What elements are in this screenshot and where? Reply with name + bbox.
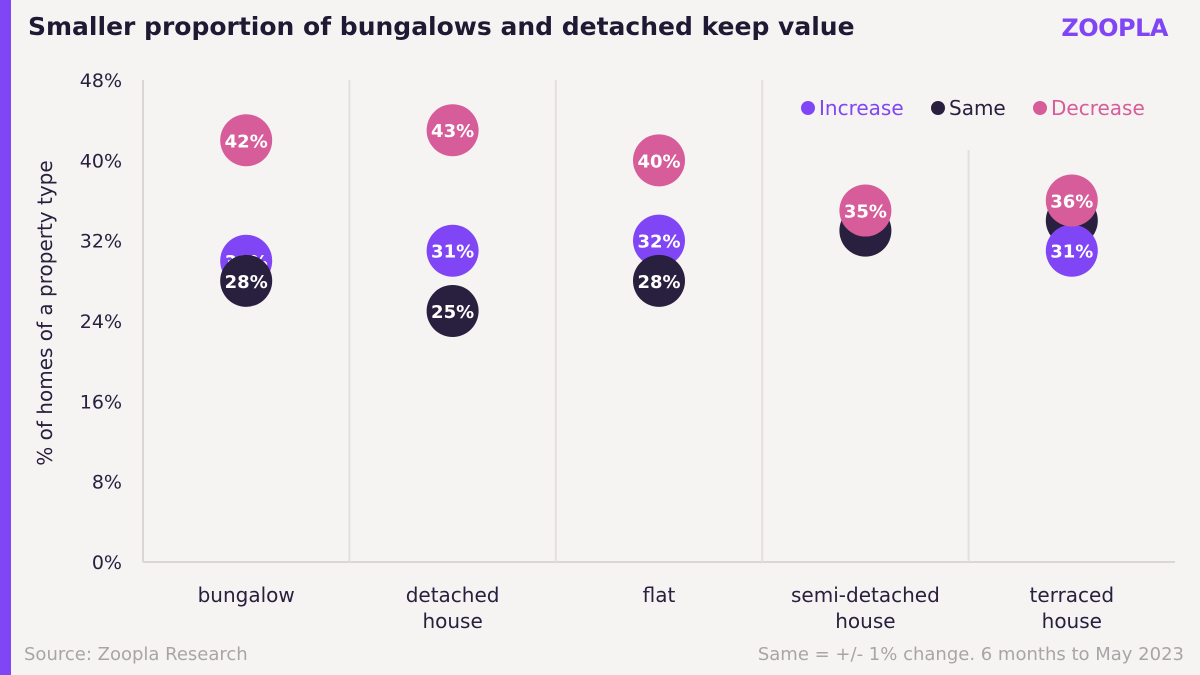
- same-data-label: 28%: [637, 272, 680, 293]
- category-label: house: [1042, 609, 1102, 633]
- same-data-label: 25%: [431, 302, 474, 323]
- decrease-data-label: 36%: [1050, 192, 1093, 213]
- legend-marker: [931, 101, 945, 115]
- decrease-data-label: 43%: [431, 121, 474, 142]
- decrease-data-label: 40%: [637, 151, 680, 172]
- same-point: [426, 284, 479, 337]
- y-tick-label: 8%: [92, 472, 122, 494]
- decrease-point: [220, 114, 273, 167]
- same-point: [220, 254, 273, 307]
- same-point: [633, 254, 685, 307]
- increase-point: [1045, 224, 1098, 277]
- zoopla-logo: ZOOPLA: [1061, 14, 1168, 42]
- decrease-point: [426, 104, 479, 157]
- category-label: semi-detached: [791, 583, 940, 607]
- same-data-label: 28%: [225, 272, 268, 293]
- legend-label: Decrease: [1051, 96, 1145, 120]
- accent-bar: [0, 0, 11, 675]
- category-label: flat: [643, 583, 676, 607]
- legend-marker: [801, 101, 815, 115]
- decrease-point: [1045, 174, 1098, 227]
- source-note: Source: Zoopla Research: [24, 644, 248, 665]
- y-tick-label: 24%: [80, 311, 122, 333]
- category-label: detached: [406, 583, 500, 607]
- y-tick-label: 32%: [80, 231, 122, 253]
- decrease-point: [633, 134, 685, 187]
- chart-title: Smaller proportion of bungalows and deta…: [28, 12, 855, 41]
- increase-data-label: 31%: [431, 242, 474, 263]
- increase-data-label: 32%: [637, 232, 680, 253]
- legend-label: Increase: [819, 96, 904, 120]
- category-label: terraced: [1030, 583, 1115, 607]
- increase-data-label: 31%: [1050, 242, 1093, 263]
- y-tick-label: 16%: [80, 391, 122, 413]
- increase-point: [426, 224, 479, 277]
- increase-point: [633, 214, 685, 267]
- decrease-data-label: 42%: [225, 131, 268, 152]
- footnote: Same = +/- 1% change. 6 months to May 20…: [757, 644, 1184, 665]
- category-label: bungalow: [198, 583, 295, 607]
- y-tick-label: 48%: [80, 70, 122, 92]
- category-label: house: [422, 609, 482, 633]
- decrease-data-label: 35%: [844, 202, 887, 223]
- decrease-point: [839, 184, 892, 237]
- y-tick-label: 0%: [92, 552, 122, 574]
- legend-marker: [1033, 101, 1047, 115]
- legend-label: Same: [949, 96, 1006, 120]
- category-label: house: [835, 609, 895, 633]
- y-tick-label: 40%: [80, 150, 122, 172]
- y-axis-label: % of homes of a property type: [33, 160, 57, 465]
